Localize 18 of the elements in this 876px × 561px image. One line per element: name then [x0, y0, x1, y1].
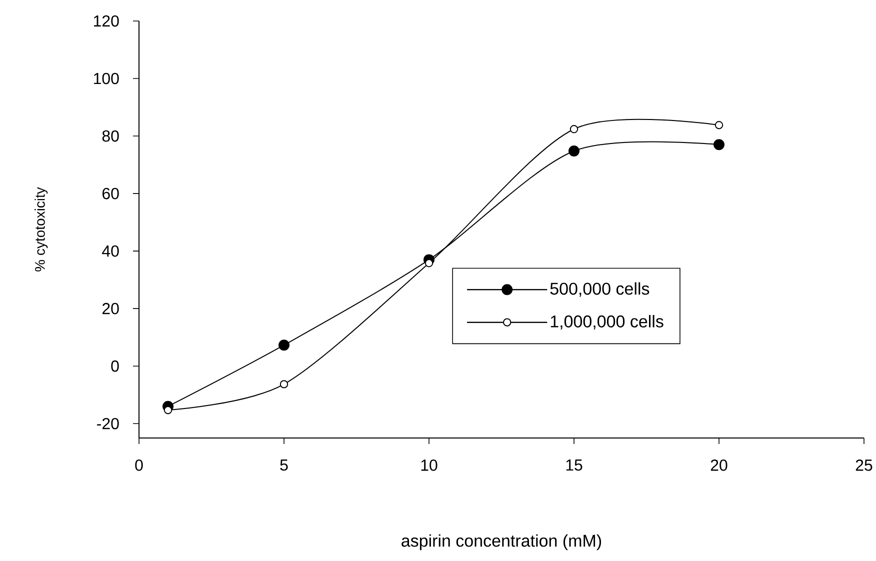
x-tick-label: 0 [135, 460, 143, 471]
x-tick-label: 25 [856, 460, 872, 471]
y-tick-label: -20 [97, 418, 119, 430]
y-tick-label: 100 [94, 72, 119, 84]
y-tick-label: 20 [102, 302, 119, 314]
y-tick-label: 40 [102, 245, 119, 257]
x-tick-label: 15 [566, 460, 582, 471]
y-tick-label: 0 [111, 360, 119, 372]
legend-label: 500,000 cells [550, 282, 650, 297]
x-tick-label: 20 [710, 460, 728, 471]
legend-label: 1,000,000 cells [550, 314, 664, 330]
y-tick-label: 60 [102, 188, 119, 200]
y-axis-title: % cytotoxicity [34, 187, 48, 272]
y-tick-label: 80 [102, 130, 119, 142]
x-tick-label: 5 [280, 460, 288, 471]
y-tick-label: 120 [94, 15, 119, 27]
x-axis-title: aspirin concentration (mM) [402, 534, 602, 550]
x-tick-label: 10 [421, 460, 438, 471]
